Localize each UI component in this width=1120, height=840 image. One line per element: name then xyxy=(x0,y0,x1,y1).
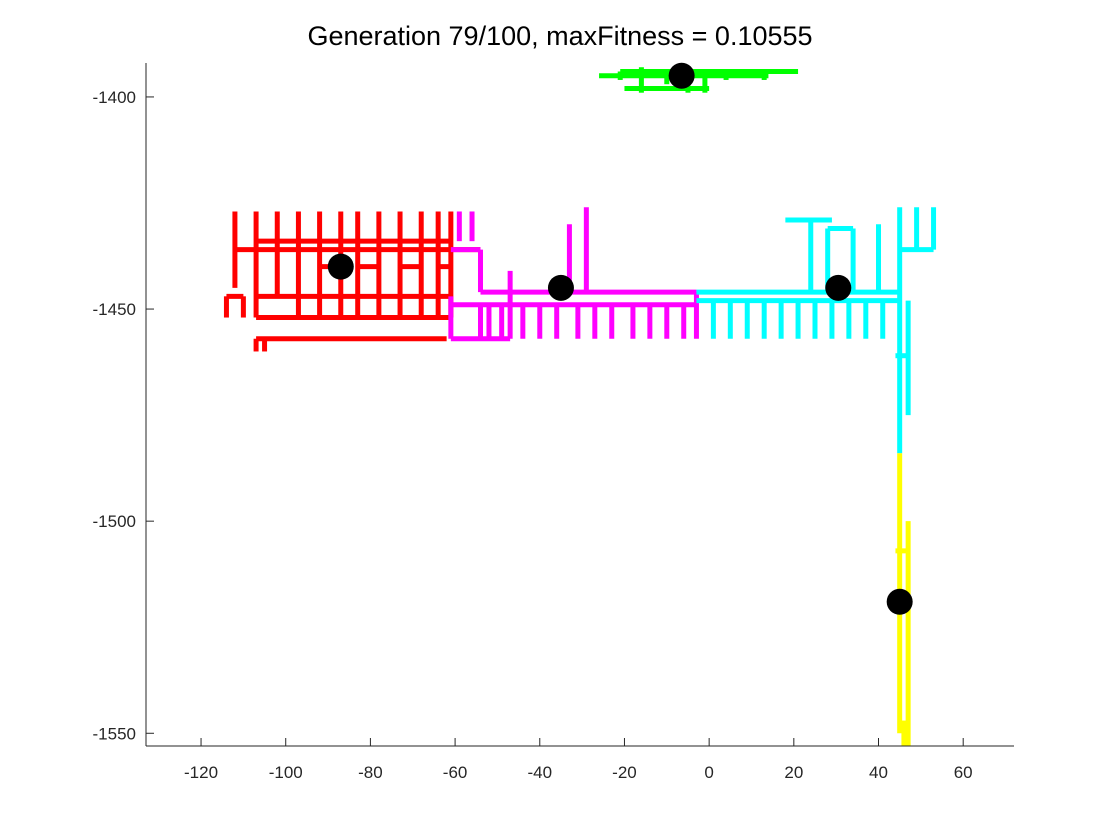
marker-layer xyxy=(327,62,913,615)
x-tick-label-1: -100 xyxy=(269,763,303,782)
centroid-marker-3 xyxy=(825,274,852,301)
series-green xyxy=(599,67,799,93)
centroid-marker-2 xyxy=(547,274,574,301)
x-tick-label-2: -80 xyxy=(358,763,383,782)
series-cyan xyxy=(696,207,937,454)
x-tick-label-5: -20 xyxy=(612,763,637,782)
y-tick-label-2: -1500 xyxy=(93,512,136,531)
x-tick-label-0: -120 xyxy=(184,763,218,782)
x-tick-label-8: 40 xyxy=(869,763,888,782)
x-tick-label-9: 60 xyxy=(954,763,973,782)
x-tick-label-7: 20 xyxy=(784,763,803,782)
y-tick-label-1: -1450 xyxy=(93,300,136,319)
series-layer xyxy=(223,67,937,746)
axes: -120 -100 -80 -60 -40 -20 0 20 40 60 -1400-1450-1… xyxy=(93,63,1014,782)
plot-area xyxy=(223,62,937,746)
y-tick-label-0: -1400 xyxy=(93,88,136,107)
centroid-marker-0 xyxy=(668,62,695,89)
x-tick-label-4: -40 xyxy=(527,763,552,782)
x-tick-label-3: -60 xyxy=(443,763,468,782)
centroid-marker-1 xyxy=(327,253,354,280)
series-magenta xyxy=(448,207,699,342)
y-ticks: -1400 -1450 -1500 -1550 xyxy=(93,88,154,743)
x-tick-label-6: 0 xyxy=(704,763,713,782)
centroid-marker-4 xyxy=(886,588,913,615)
series-red xyxy=(223,211,481,352)
y-tick-label-3: -1550 xyxy=(93,724,136,743)
x-ticks: -120 -100 -80 -60 -40 -20 0 20 40 60 xyxy=(184,738,973,782)
chart-title: Generation 79/100, maxFitness = 0.10555 xyxy=(307,21,812,51)
